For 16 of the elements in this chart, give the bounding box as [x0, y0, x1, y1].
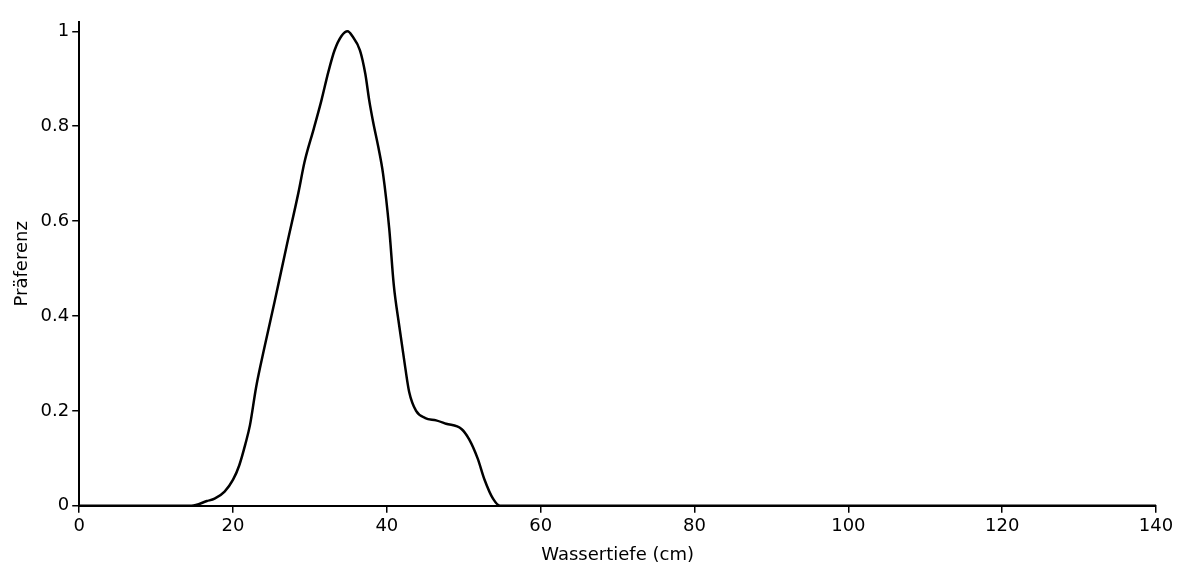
x-tick-label: 80	[683, 514, 706, 536]
y-tick-label: 0	[57, 493, 70, 515]
x-tick-label: 140	[1138, 514, 1174, 536]
y-axis-title: Präferenz	[10, 221, 32, 307]
y-tick-label: 0.4	[40, 303, 70, 325]
x-tick-label: 100	[831, 514, 866, 536]
x-tick-label: 40	[375, 514, 399, 536]
x-axis-title: Wassertiefe (cm)	[541, 542, 694, 564]
y-tick-label: 0.6	[40, 208, 70, 230]
x-tick-label: 120	[985, 514, 1020, 536]
y-tick-label: 1	[57, 18, 70, 40]
x-tick-label: 0	[73, 514, 85, 536]
y-tick-label: 0.2	[40, 398, 70, 420]
x-tick-label: 60	[529, 514, 553, 536]
x-tick-label: 20	[221, 514, 245, 536]
y-tick-label: 0.8	[40, 113, 70, 135]
